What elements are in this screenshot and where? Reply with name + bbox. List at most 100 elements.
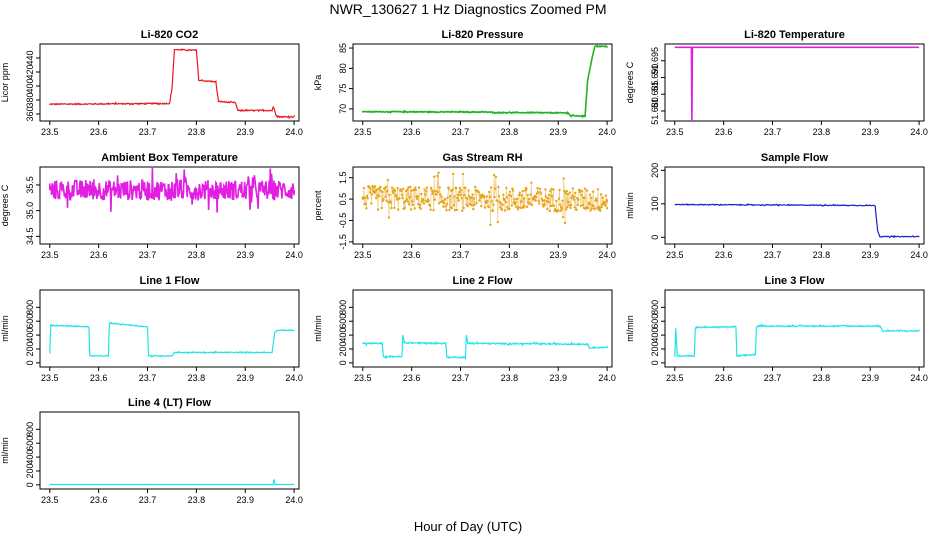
y-tick-label: 200 [650,341,660,356]
panel-title: Ambient Box Temperature [101,152,238,164]
y-tick-label: 380 [25,92,35,107]
y-tick-label: 800 [338,300,348,315]
y-tick-label: 51.690 [650,64,660,92]
series-line [48,167,295,213]
y-tick-label: 440 [25,50,35,65]
series-line [674,323,920,358]
x-tick-label: 23.9 [861,373,879,383]
y-tick-label: 600 [338,314,348,329]
y-tick-label: 200 [25,341,35,356]
x-tick-label: 23.8 [188,250,206,260]
y-tick-label: 400 [338,328,348,343]
y-tick-label: -0.5 [338,213,348,229]
y-tick-label: 400 [25,328,35,343]
panel-title: Sample Flow [761,152,829,164]
y-tick-label: 1.5 [338,171,348,184]
x-tick-label: 23.7 [139,495,157,505]
x-tick-label: 23.8 [813,373,831,383]
x-tick-label: 23.6 [715,127,733,137]
chart-panel-2: Li-820 Pressure kPa 23.5 23.6 23.7 23.8 23.9 24… [313,29,616,137]
y-tick-label: 600 [650,314,660,329]
plot-frame [39,43,300,122]
x-tick-label: 23.9 [236,250,254,260]
x-tick-label: 23.6 [403,127,421,137]
y-axis-label: ml/min [625,192,635,219]
x-tick-label: 23.9 [549,250,567,260]
x-tick-label: 23.5 [666,373,684,383]
y-tick-label: 600 [25,314,35,329]
x-tick-label: 23.7 [452,250,470,260]
y-axis-label: degrees C [625,61,635,103]
x-tick-label: 23.8 [188,127,206,137]
y-tick-label: -1.5 [338,234,348,250]
x-tick-label: 23.6 [90,373,108,383]
panel-title: Line 4 (LT) Flow [128,397,211,409]
x-tick-label: 24.0 [285,250,303,260]
y-axis-label: ml/min [0,437,10,464]
x-tick-label: 23.5 [666,127,684,137]
y-tick-label: 51.680 [650,97,660,125]
y-tick-label: 51.695 [650,47,660,75]
y-tick-label: 80 [338,63,348,73]
y-axis-label: ml/min [313,315,323,342]
y-tick-label: 800 [25,300,35,315]
x-tick-label: 23.7 [764,373,782,383]
y-tick-label: 800 [25,422,35,437]
x-tick-label: 23.9 [236,127,254,137]
x-tick-label: 23.7 [452,373,470,383]
y-tick-label: 420 [25,64,35,79]
x-tick-label: 24.0 [285,495,303,505]
chart-panel-8: Line 2 Flow ml/min 23.5 23.6 23.7 23.8 23.9 24.… [313,275,616,383]
y-tick-label: 70 [338,104,348,114]
y-axis-label: ml/min [0,315,10,342]
plot-frame [664,166,925,245]
x-tick-label: 23.7 [139,127,157,137]
x-tick-label: 23.7 [764,127,782,137]
y-axis-label: percent [313,190,323,221]
x-tick-label: 23.6 [715,250,733,260]
y-axis-label: Licor ppm [0,63,10,103]
x-tick-label: 23.6 [715,373,733,383]
x-tick-label: 23.8 [188,495,206,505]
plot-frame [352,43,613,122]
x-tick-label: 23.8 [501,250,519,260]
y-tick-label: 85 [338,43,348,53]
x-tick-label: 23.6 [90,250,108,260]
x-tick-label: 24.0 [285,373,303,383]
panel-title: Gas Stream RH [442,152,522,164]
x-tick-label: 23.7 [139,373,157,383]
y-tick-label: 400 [25,78,35,93]
series-line [49,479,295,486]
plot-frame [664,43,925,122]
panel-title: Line 1 Flow [140,275,200,287]
y-tick-label: 400 [25,450,35,465]
x-tick-label: 23.8 [813,250,831,260]
y-axis-label: kPa [313,75,323,91]
series-line [674,46,920,122]
y-tick-label: 360 [25,106,35,121]
y-tick-label: 35.5 [25,176,35,194]
series-line [361,44,608,119]
y-tick-label: 0.5 [338,193,348,206]
chart-panel-9: Line 3 Flow ml/min 23.5 23.6 23.7 23.8 23.9 24.… [625,275,928,383]
y-tick-label: 200 [650,163,660,178]
x-tick-label: 23.5 [41,495,59,505]
x-tick-label: 23.6 [90,127,108,137]
x-tick-label: 23.5 [41,250,59,260]
panel-title: Line 2 Flow [453,275,513,287]
y-tick-label: 0 [650,235,660,240]
x-tick-label: 24.0 [910,250,928,260]
plot-frame [39,166,300,245]
y-tick-label: 200 [25,463,35,478]
figure-title: NWR_130627 1 Hz Diagnostics Zoomed PM [329,1,606,17]
x-tick-label: 23.9 [236,373,254,383]
x-tick-label: 23.5 [41,373,59,383]
x-tick-label: 23.6 [403,250,421,260]
x-tick-label: 24.0 [910,373,928,383]
panel-title: Li-820 Temperature [744,29,845,41]
x-tick-label: 23.9 [549,373,567,383]
series-line [362,334,608,360]
series-line [362,172,608,225]
panel-grid: Li-820 CO2 Licor ppm 23.5 23.6 23.7 23.8 23.9 2… [0,29,928,505]
